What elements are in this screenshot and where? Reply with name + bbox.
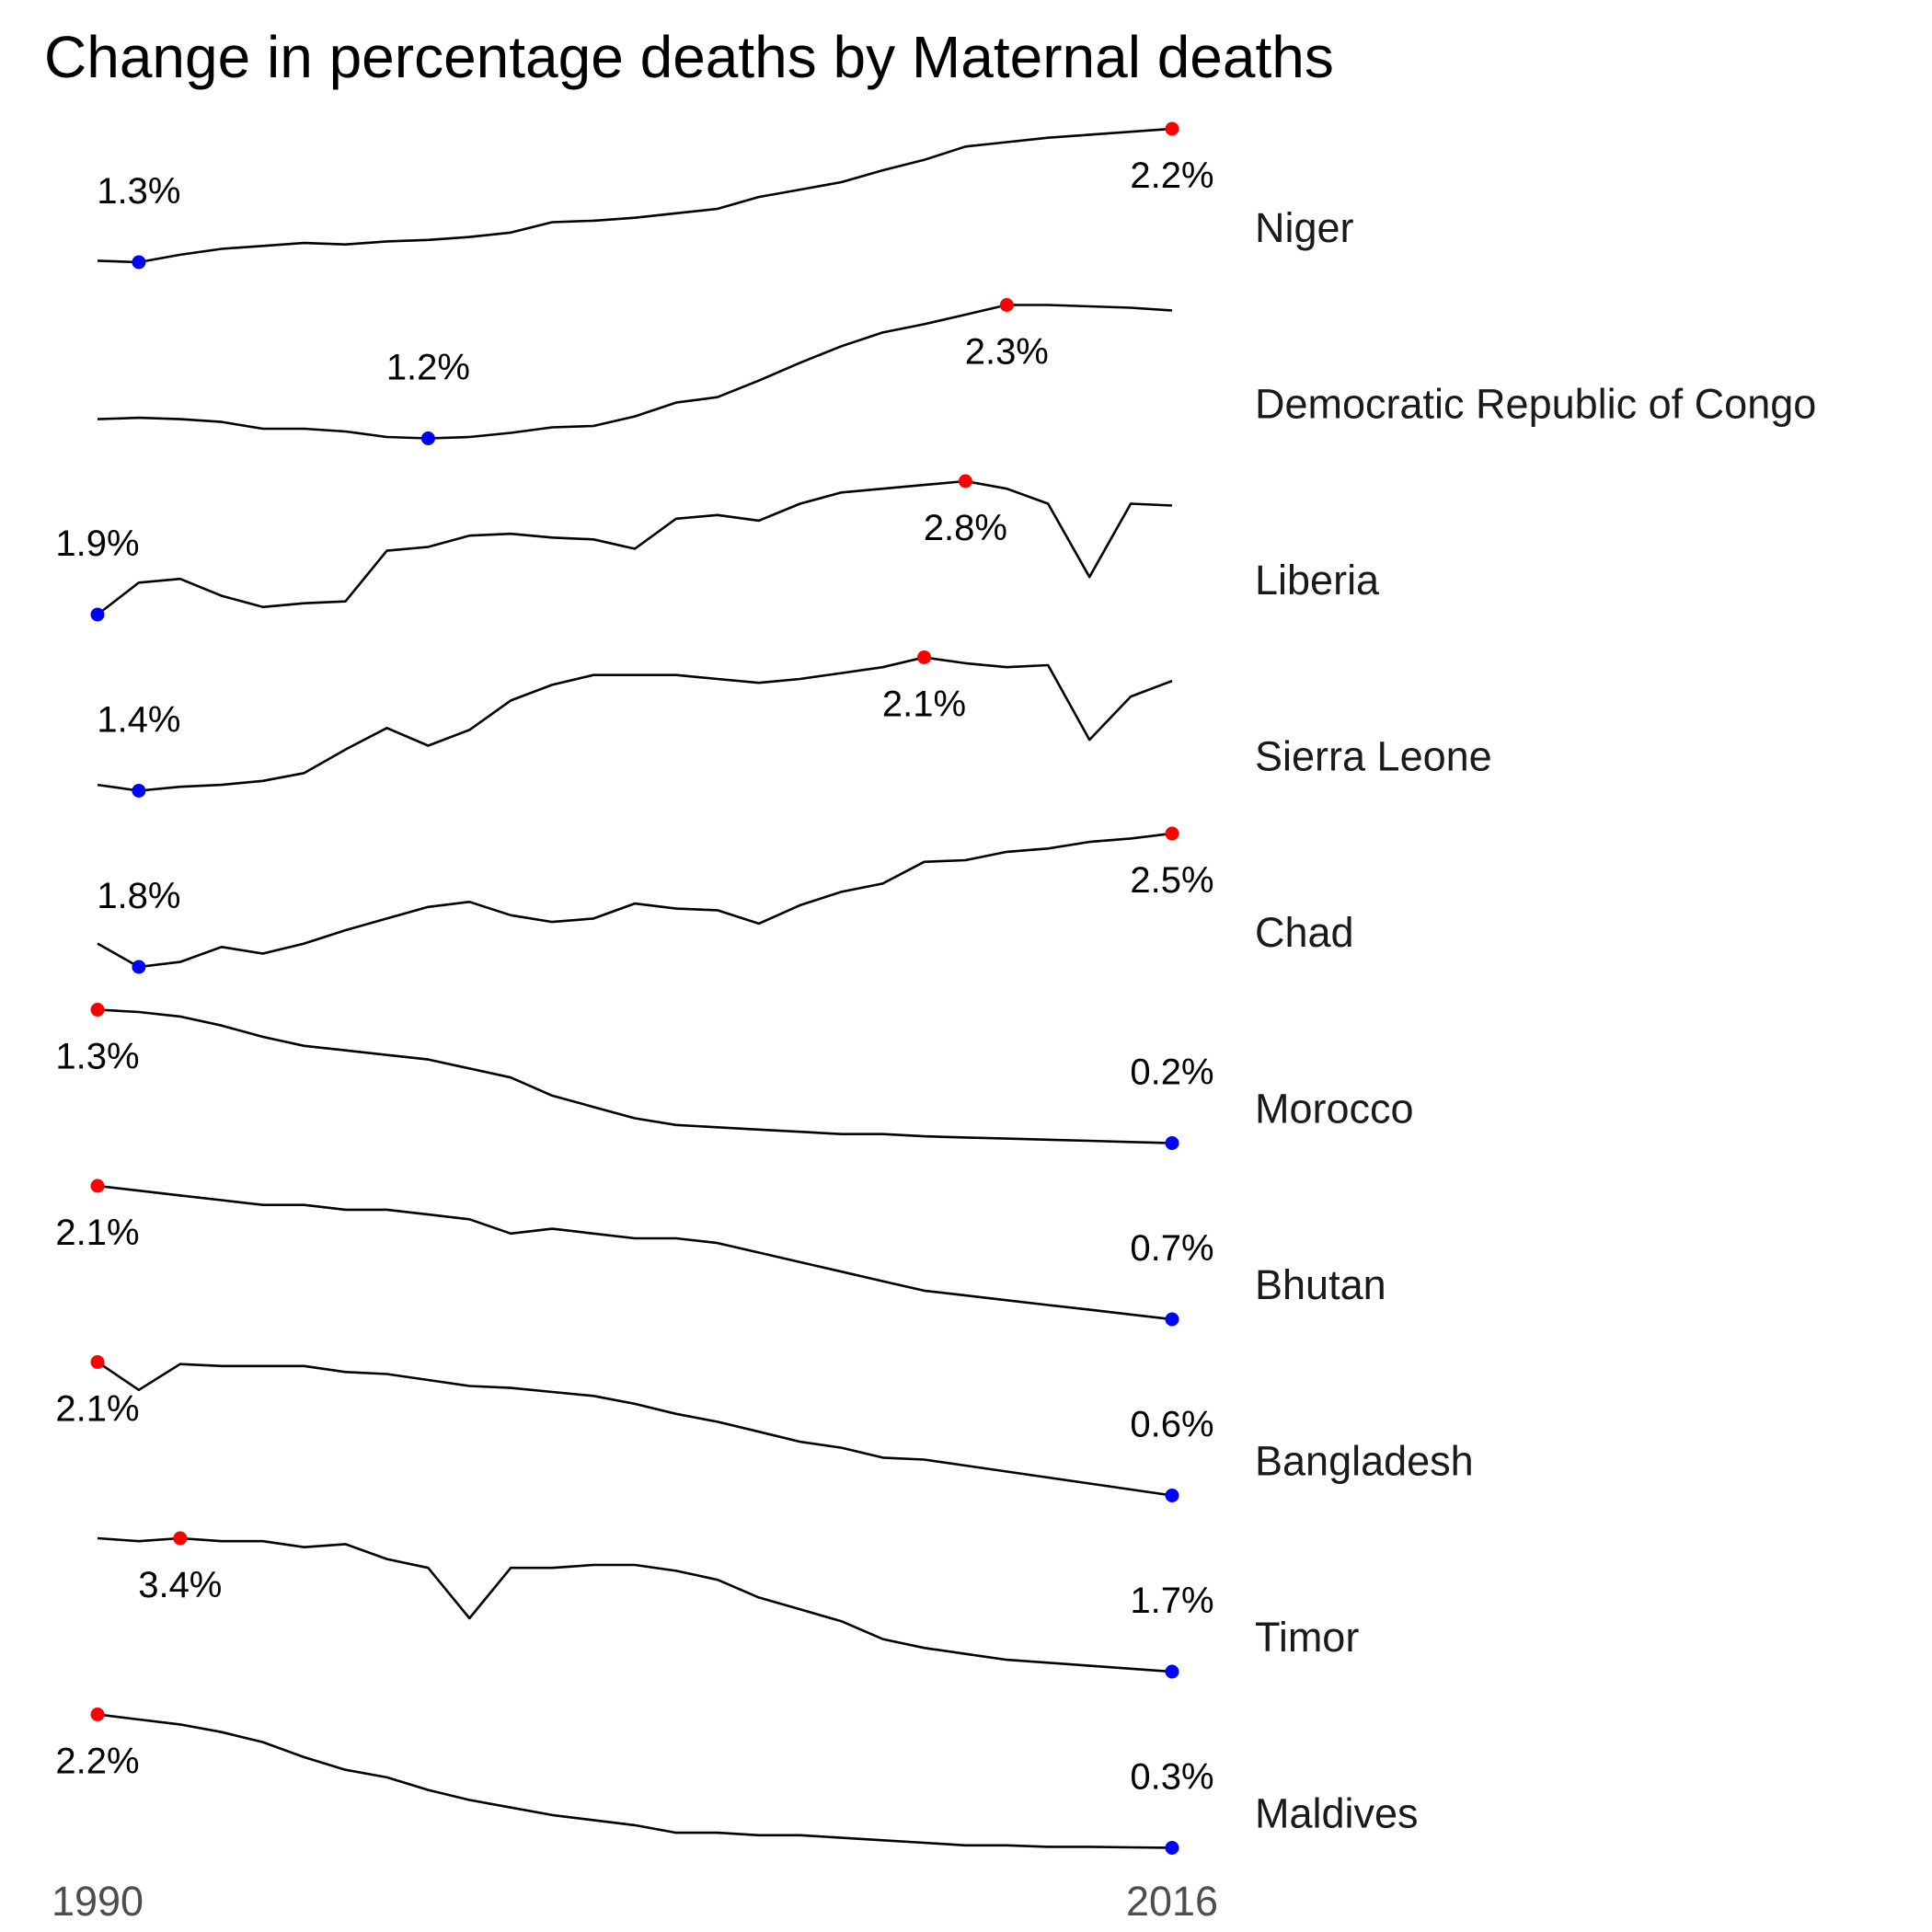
country-label: Chad: [1255, 909, 1354, 956]
panel-chad: 2.5% 1.8% Chad: [97, 826, 1354, 974]
min-point: [1165, 1841, 1179, 1855]
series-line: [97, 1713, 1173, 1849]
max-point: [1165, 121, 1179, 136]
max-point: [958, 474, 972, 489]
min-point: [1165, 1136, 1179, 1150]
min-point-label: 0.7%: [1130, 1228, 1213, 1269]
series-line: [97, 656, 1173, 792]
country-label: Maldives: [1255, 1790, 1419, 1837]
min-point-label: 1.3%: [97, 171, 180, 212]
max-point: [90, 1179, 105, 1193]
x-tick-label-end: 2016: [1126, 1878, 1218, 1925]
max-point-label: 2.2%: [1130, 155, 1213, 196]
max-point: [90, 1708, 105, 1721]
max-point: [999, 298, 1014, 312]
min-point-label: 1.2%: [386, 348, 470, 388]
max-point-label: 3.4%: [138, 1565, 222, 1605]
x-tick-label-start: 1990: [52, 1878, 144, 1925]
max-point: [173, 1531, 188, 1546]
panel-niger: 2.2% 1.3% Niger: [97, 121, 1354, 270]
series-line: [97, 832, 1173, 969]
max-point-label: 2.1%: [55, 1389, 139, 1430]
panel-bhutan: 2.1% 0.7% Bhutan: [55, 1179, 1386, 1327]
min-point: [132, 784, 146, 798]
chart-title: Change in percentage deaths by Maternal …: [44, 24, 1334, 90]
max-point-label: 1.3%: [55, 1037, 139, 1077]
country-label: Liberia: [1255, 557, 1380, 604]
min-point-label: 1.9%: [55, 523, 139, 564]
min-point: [1165, 1664, 1179, 1679]
series-line: [97, 304, 1173, 440]
chart-panels: 2.2% 1.3% Niger 2.3% 1.2% Democratic Republic…: [55, 121, 1816, 1855]
min-point-label: 0.2%: [1130, 1052, 1213, 1093]
series-line: [97, 127, 1173, 264]
min-point-label: 0.6%: [1130, 1405, 1213, 1445]
country-label: Bhutan: [1255, 1261, 1386, 1308]
series-line: [97, 1184, 1173, 1321]
series-line: [97, 1361, 1173, 1497]
min-point: [1165, 1489, 1179, 1502]
max-point-label: 2.1%: [55, 1213, 139, 1253]
panel-liberia: 2.8% 1.9% Liberia: [55, 474, 1380, 622]
series-line: [97, 1008, 1173, 1144]
max-point-label: 2.1%: [882, 684, 966, 725]
min-point: [90, 607, 105, 622]
min-point: [420, 431, 435, 445]
min-point-label: 1.4%: [97, 700, 180, 741]
series-line: [97, 479, 1173, 616]
panel-sierra-leone: 2.1% 1.4% Sierra Leone: [97, 650, 1492, 798]
min-point-label: 1.8%: [97, 876, 180, 916]
country-label: Democratic Republic of Congo: [1255, 381, 1816, 428]
country-label: Timor: [1255, 1614, 1359, 1661]
min-point: [1165, 1312, 1179, 1327]
min-point: [132, 255, 146, 270]
country-label: Morocco: [1255, 1086, 1414, 1133]
min-point: [132, 960, 146, 974]
min-point-label: 0.3%: [1130, 1757, 1213, 1798]
max-point: [90, 1003, 105, 1017]
max-point-label: 2.5%: [1130, 860, 1213, 901]
max-point-label: 2.8%: [924, 508, 1007, 548]
panel-timor: 3.4% 1.7% Timor: [97, 1531, 1359, 1679]
country-label: Bangladesh: [1255, 1438, 1474, 1485]
max-point: [1165, 826, 1179, 841]
panel-maldives: 2.2% 0.3% Maldives: [55, 1708, 1419, 1855]
country-label: Sierra Leone: [1255, 733, 1492, 780]
panel-morocco: 1.3% 0.2% Morocco: [55, 1003, 1414, 1150]
max-point: [90, 1355, 105, 1369]
max-point-label: 2.2%: [55, 1742, 139, 1782]
max-point: [917, 650, 931, 664]
series-line: [97, 1536, 1173, 1673]
panel-democratic-republic-of-congo: 2.3% 1.2% Democratic Republic of Congo: [97, 298, 1816, 445]
max-point-label: 2.3%: [965, 332, 1049, 373]
panel-bangladesh: 2.1% 0.6% Bangladesh: [55, 1355, 1474, 1502]
min-point-label: 1.7%: [1130, 1581, 1213, 1621]
country-label: Niger: [1255, 204, 1354, 251]
